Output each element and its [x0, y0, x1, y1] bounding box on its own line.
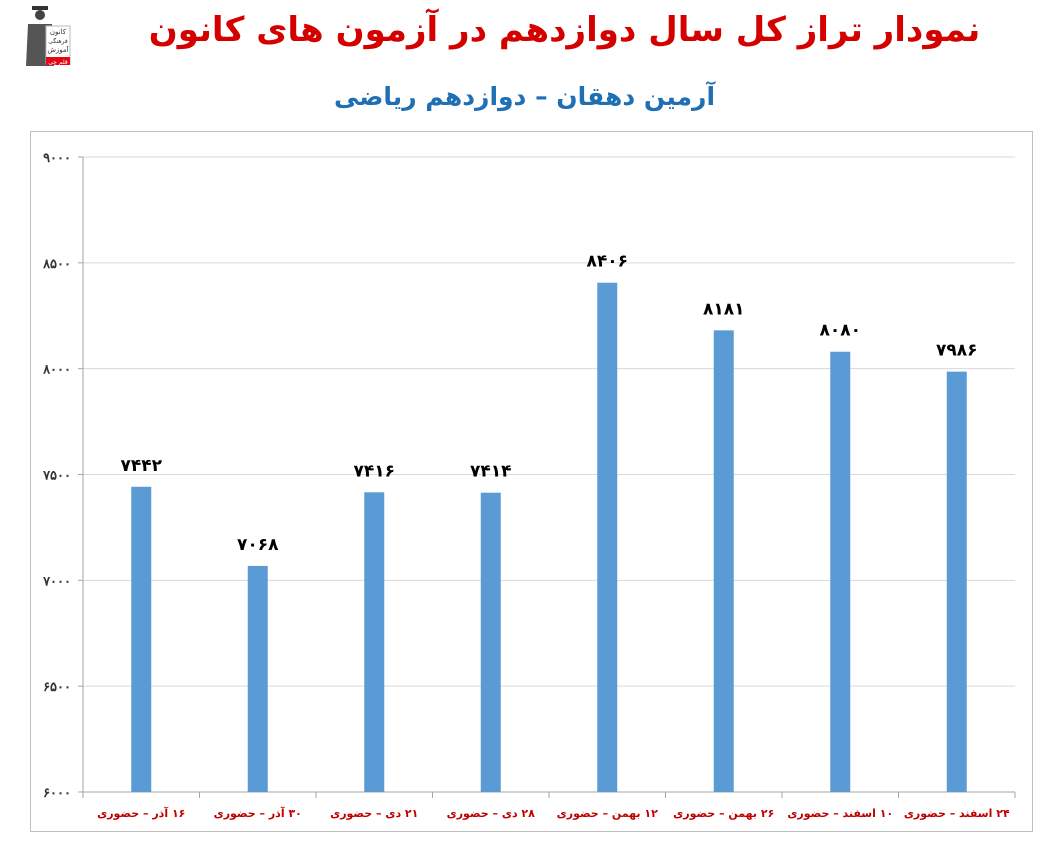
bar: [364, 492, 385, 792]
category-label: ۲۶ بهمن – حضوری: [673, 807, 774, 820]
bar: [713, 330, 734, 792]
data-label: ۸۴۰۶: [586, 252, 628, 272]
logo-line-3: آموزش: [47, 45, 69, 54]
chart-subtitle: آرمین دهقان – دوازدهم ریاضی: [333, 82, 716, 111]
logo-line-2: فرهنگی: [48, 37, 68, 45]
bar: [247, 565, 268, 792]
data-label: ۸۱۸۱: [703, 299, 745, 319]
logo-line-4: قلم چی: [48, 59, 68, 66]
chart-title: نمودار تراز کل سال دوازدهم در آزمون های …: [148, 10, 981, 50]
bar: [480, 492, 501, 792]
category-label: ۳۰ آذر – حضوری: [214, 806, 302, 820]
data-label: ۷۴۱۶: [353, 461, 395, 481]
y-tick-label: ۹۰۰۰: [43, 151, 71, 166]
bars: [131, 282, 967, 792]
gridlines: [78, 156, 1016, 798]
category-label: ۱۰ اسفند – حضوری: [787, 807, 893, 820]
data-label: ۷۹۸۶: [936, 341, 978, 361]
data-label: ۷۴۴۲: [120, 456, 162, 476]
category-label: ۲۱ دی – حضوری: [330, 807, 418, 820]
chart-frame: [30, 131, 1033, 832]
y-tick-label: ۷۵۰۰: [42, 469, 71, 484]
y-tick-label: ۶۰۰۰: [43, 786, 71, 801]
category-label: ۲۴ اسفند – حضوری: [904, 807, 1010, 820]
y-tick-label: ۷۰۰۰: [42, 574, 71, 589]
data-label: ۸۰۸۰: [819, 321, 861, 341]
bar: [830, 351, 851, 792]
bar: [131, 486, 152, 792]
y-tick-label: ۸۵۰۰: [42, 257, 71, 272]
bar: [597, 282, 618, 792]
logo-line-1: کانون: [50, 28, 67, 36]
data-label: ۷۴۱۴: [470, 462, 512, 482]
category-label: ۱۶ آذر – حضوری: [97, 806, 185, 820]
kanoon-logo: کانون فرهنگی آموزش قلم چی: [26, 6, 71, 66]
labels: ۶۰۰۰ ۶۵۰۰ ۷۰۰۰ ۷۵۰۰ ۸۰۰۰ ۸۵۰۰ ۹۰۰۰ ۷۴۴۲ ۱۶ آذر –…: [42, 151, 1010, 820]
category-label: ۲۸ دی – حضوری: [447, 807, 536, 820]
category-label: ۱۲ بهمن – حضوری: [557, 807, 658, 820]
y-tick-label: ۶۵۰۰: [43, 680, 71, 695]
bar: [946, 371, 967, 792]
data-label: ۷۰۶۸: [237, 535, 279, 555]
y-tick-label: ۸۰۰۰: [42, 363, 71, 378]
